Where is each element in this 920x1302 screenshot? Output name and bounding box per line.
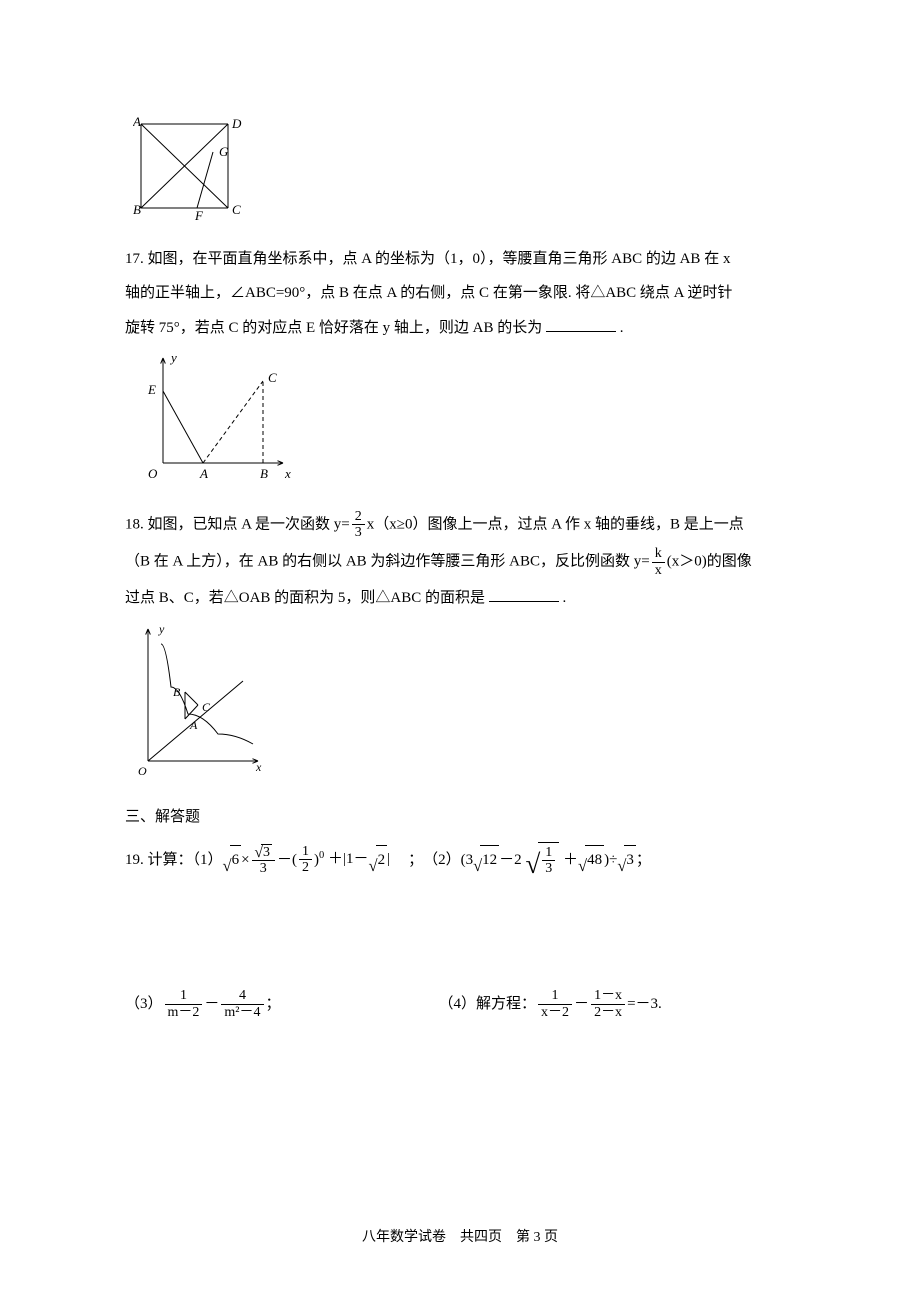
p18-t1a: 18. 如图，已知点 A 是一次函数 y= xyxy=(125,516,350,532)
section-3-title: 三、解答题 xyxy=(125,803,795,832)
problem-18-line-3: 过点 B、C，若△OAB 的面积为 5，则△ABC 的面积是 . xyxy=(125,584,795,613)
close-paren-0: )0 xyxy=(314,846,324,875)
svg-text:C: C xyxy=(232,202,241,217)
minus-4: － xyxy=(574,990,589,1019)
blank-18 xyxy=(489,586,559,602)
minus-3: － xyxy=(204,990,219,1019)
frac-k-x: kx xyxy=(652,546,665,578)
p19-lead4: （4）解方程： xyxy=(439,990,537,1019)
frac-1x-2x: 1－x2－x xyxy=(591,988,625,1020)
problem-18-line-1: 18. 如图，已知点 A 是一次函数 y=23x（x≥0）图像上一点，过点 A … xyxy=(125,509,795,541)
problem-19-row-2: （3） 1m－2 － 4m²－4 ； （4）解方程： 1x－2 － 1－x2－x… xyxy=(125,988,795,1020)
p18-t2b: (x＞0)的图像 xyxy=(667,554,752,570)
svg-text:y: y xyxy=(158,622,165,636)
blank-17 xyxy=(546,316,616,332)
svg-text:C: C xyxy=(268,370,277,385)
frac-4-m24: 4m²－4 xyxy=(221,988,263,1020)
svg-text:x: x xyxy=(255,760,262,774)
spacer-19 xyxy=(125,888,795,978)
svg-text:B: B xyxy=(173,685,181,699)
svg-text:D: D xyxy=(231,116,242,131)
frac-1-m2: 1m－2 xyxy=(165,988,203,1020)
problem-18-line-2: （B 在 A 上方），在 AB 的右侧以 AB 为斜边作等腰三角形 ABC，反比… xyxy=(125,546,795,578)
p18-t3b: . xyxy=(563,590,567,606)
frac-2-3: 23 xyxy=(352,509,365,541)
page-footer: 八年数学试卷 共四页 第 3 页 xyxy=(0,1225,920,1252)
svg-text:x: x xyxy=(284,466,291,481)
p19-part-1: 19. 计算：（1） √6 × √3 3 －( 12 )0 ＋|1－√2| xyxy=(125,844,390,877)
problem-17-line-3: 旋转 75°，若点 C 的对应点 E 恰好落在 y 轴上，则边 AB 的长为 . xyxy=(125,314,795,343)
problem-17-text-3: 旋转 75°，若点 C 的对应点 E 恰好落在 y 轴上，则边 AB 的长为 xyxy=(125,320,542,336)
p19-expr2: (3√12－2 √13 ＋√48)÷√3； xyxy=(461,842,651,879)
p19-part-3: （3） 1m－2 － 4m²－4 ； xyxy=(125,988,281,1020)
svg-text:O: O xyxy=(138,764,147,778)
minus-paren: －( xyxy=(277,846,297,875)
p19-end: =－3. xyxy=(627,990,662,1019)
plus-abs: ＋|1－√2| xyxy=(324,845,390,875)
figure-17-svg: O A B C Ex y xyxy=(133,348,293,488)
p19-sep2: ； （2） xyxy=(408,846,461,875)
frac-1-x2: 1x－2 xyxy=(538,988,572,1020)
p19-sep4: ； xyxy=(266,990,281,1019)
svg-text:A: A xyxy=(189,718,198,732)
p18-t1b: x（x≥0）图像上一点，过点 A 作 x 轴的垂线，B 是上一点 xyxy=(367,516,744,532)
svg-text:E: E xyxy=(147,382,156,397)
svg-text:A: A xyxy=(199,466,208,481)
p19-part-2: ； （2） (3√12－2 √13 ＋√48)÷√3； xyxy=(408,842,651,879)
svg-text:B: B xyxy=(133,202,141,217)
frac-1-3: 13 xyxy=(542,845,555,877)
frac-sqrt3-3: √3 3 xyxy=(252,844,275,877)
times-1: × xyxy=(241,846,249,875)
figure-18-svg: O A B Cx y xyxy=(133,619,263,779)
figure-17: O A B C Ex y xyxy=(133,348,795,499)
frac-1-2: 12 xyxy=(299,844,312,876)
sqrt-6: √6 xyxy=(223,845,242,875)
svg-text:B: B xyxy=(260,466,268,481)
p19-lead: 19. 计算：（1） xyxy=(125,846,223,875)
problem-19-row-1: 19. 计算：（1） √6 × √3 3 －( 12 )0 ＋|1－√2| ； … xyxy=(125,842,795,879)
svg-text:C: C xyxy=(202,700,211,714)
p18-t2a: （B 在 A 上方），在 AB 的右侧以 AB 为斜边作等腰三角形 ABC，反比… xyxy=(125,554,650,570)
svg-text:A: A xyxy=(133,116,141,129)
problem-17-line-2: 轴的正半轴上，∠ABC=90°，点 B 在点 A 的右侧，点 C 在第一象限. … xyxy=(125,279,795,308)
figure-16-svg: A D B C G F xyxy=(133,116,243,224)
p18-t3a: 过点 B、C，若△OAB 的面积为 5，则△ABC 的面积是 xyxy=(125,590,485,606)
problem-17-line-1: 17. 如图，在平面直角坐标系中，点 A 的坐标为（1，0），等腰直角三角形 A… xyxy=(125,245,795,274)
figure-16: A D B C G F xyxy=(133,116,795,235)
p19-part-4: （4）解方程： 1x－2 － 1－x2－x =－3. xyxy=(439,988,662,1020)
problem-17-text-3-end: . xyxy=(620,320,624,336)
p19-lead3: （3） xyxy=(125,990,163,1019)
svg-text:y: y xyxy=(169,350,177,365)
figure-18: O A B Cx y xyxy=(133,619,795,790)
svg-text:O: O xyxy=(148,466,158,481)
svg-text:F: F xyxy=(194,208,204,223)
svg-text:G: G xyxy=(219,144,229,159)
